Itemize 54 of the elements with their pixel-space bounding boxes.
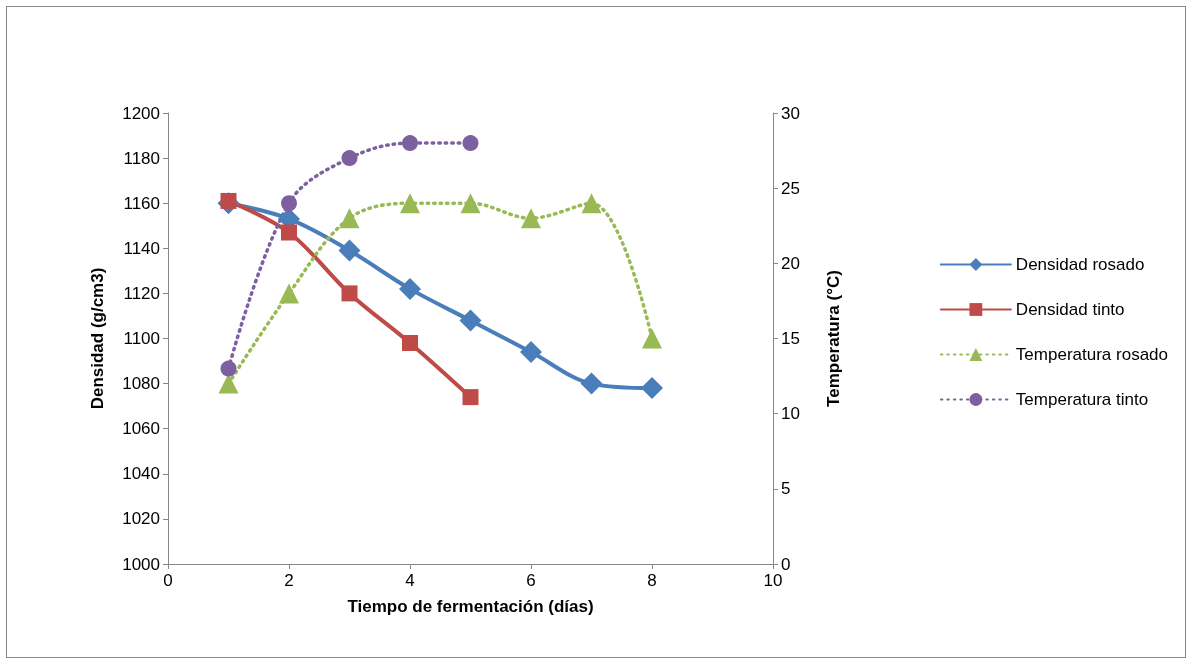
y-tick-label: 1180 xyxy=(123,148,160,168)
point xyxy=(279,283,299,304)
y2-tick-label: 5 xyxy=(781,479,791,499)
y-tick-label: 1140 xyxy=(123,238,160,258)
y2-tick-label: 10 xyxy=(781,404,800,424)
y2-tick-label: 0 xyxy=(781,554,791,574)
y2-tick-label: 25 xyxy=(781,178,800,198)
point xyxy=(281,195,297,212)
point xyxy=(400,193,420,214)
y-tick-label: 1080 xyxy=(122,374,160,394)
point xyxy=(459,309,482,332)
point xyxy=(402,335,418,352)
x-tick-label: 8 xyxy=(647,571,657,590)
point xyxy=(460,193,481,214)
point xyxy=(402,135,418,152)
x-tick-label: 0 xyxy=(163,571,173,590)
point xyxy=(581,193,602,214)
y-tick-label: 1100 xyxy=(123,329,160,348)
legend-label: Temperatura tinto xyxy=(1015,390,1149,409)
point xyxy=(520,341,542,364)
y2-axis-title: Temperatura (°C) xyxy=(824,270,843,407)
x-tick-label: 4 xyxy=(405,571,415,590)
point xyxy=(642,328,662,349)
point xyxy=(220,360,237,377)
y-tick-label: 1200 xyxy=(122,103,160,123)
y-tick-label: 1020 xyxy=(122,509,160,529)
point xyxy=(462,389,479,406)
y-axis-title: Densidad (g/cm3) xyxy=(88,267,107,410)
point xyxy=(462,135,479,152)
x-tick-label: 2 xyxy=(284,571,294,590)
y-tick-label: 1040 xyxy=(122,464,160,484)
point xyxy=(580,372,603,395)
point xyxy=(341,150,358,167)
y-tick-label: 1060 xyxy=(122,419,160,439)
x-tick-label: 10 xyxy=(763,571,783,590)
y-tick-label: 1160 xyxy=(123,193,160,213)
point xyxy=(338,239,361,262)
y2-tick-label: 30 xyxy=(781,103,800,123)
x-axis-title: Tiempo de fermentación (días) xyxy=(347,597,594,616)
point xyxy=(341,285,358,302)
legend-label: Temperatura rosado xyxy=(1015,345,1168,364)
point xyxy=(218,373,239,394)
y-tick-label: 1120 xyxy=(123,283,160,303)
point xyxy=(339,208,360,229)
y2-tick-label: 20 xyxy=(781,253,800,273)
x-tick-label: 6 xyxy=(526,571,536,590)
legend-label: Densidad tinto xyxy=(1015,300,1125,319)
point xyxy=(399,277,421,300)
point xyxy=(641,377,663,400)
point xyxy=(521,208,541,229)
legend-label: Densidad rosado xyxy=(1015,255,1145,274)
y-tick-label: 1000 xyxy=(122,554,160,574)
point xyxy=(281,224,297,241)
y2-tick-label: 15 xyxy=(781,329,800,348)
